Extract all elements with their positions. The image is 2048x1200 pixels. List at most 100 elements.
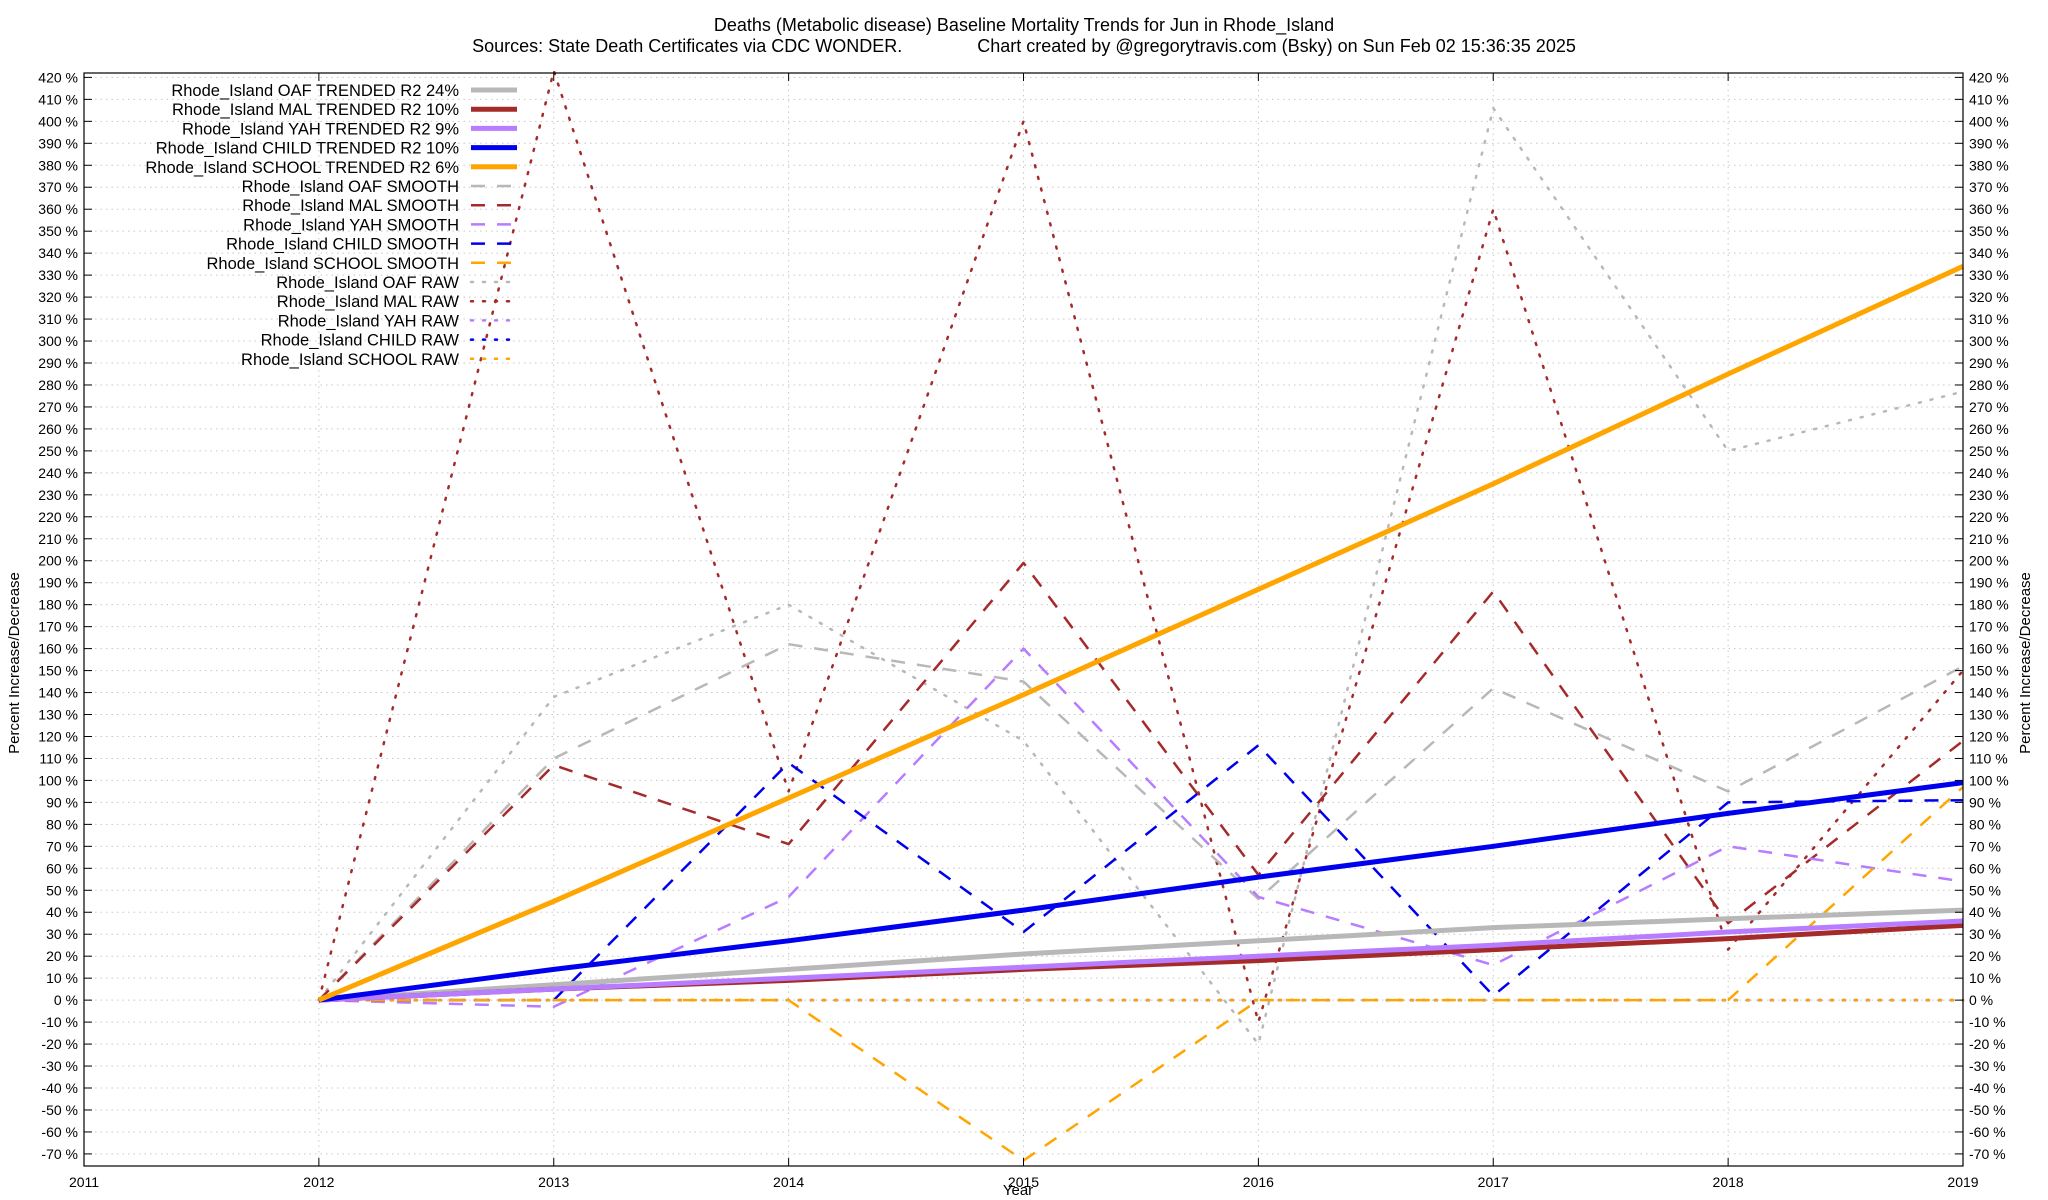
legend-label: Rhode_Island SCHOOL RAW: [241, 351, 459, 369]
y2-tick-label: 20 %: [1969, 948, 2001, 964]
legend-label: Rhode_Island MAL TRENDED R2 10%: [172, 101, 459, 119]
y2-tick-label: 140 %: [1969, 685, 2009, 701]
y2-tick-label: 100 %: [1969, 772, 2009, 788]
y2-tick-label: 150 %: [1969, 663, 2009, 679]
y-tick-label: 140 %: [38, 685, 78, 701]
x-tick-label: 2013: [538, 1174, 569, 1190]
y2-tick-label: 220 %: [1969, 509, 2009, 525]
y-tick-label: 70 %: [46, 838, 78, 854]
y-tick-label: 330 %: [38, 267, 78, 283]
y2-tick-label: 320 %: [1969, 289, 2009, 305]
y-tick-label: 130 %: [38, 707, 78, 723]
y-tick-label: 300 %: [38, 333, 78, 349]
y2-tick-label: 50 %: [1969, 882, 2001, 898]
y2-tick-label: 190 %: [1969, 575, 2009, 591]
y-tick-label: -70 %: [41, 1146, 78, 1162]
chart-title: Deaths (Metabolic disease) Baseline Mort…: [714, 15, 1334, 36]
y2-tick-label: 270 %: [1969, 399, 2009, 415]
y2-tick-label: 370 %: [1969, 179, 2009, 195]
series-line-mal-raw: [317, 69, 1965, 1024]
y2-tick-label: 310 %: [1969, 311, 2009, 327]
y2-axis-label: Percent Increase/Decrease: [2017, 572, 2034, 754]
y2-tick-label: 280 %: [1969, 377, 2009, 393]
y-tick-label: 150 %: [38, 663, 78, 679]
y2-tick-label: 120 %: [1969, 728, 2009, 744]
y2-tick-label: -20 %: [1969, 1036, 2006, 1052]
y-tick-label: 20 %: [46, 948, 78, 964]
y2-tick-label: 130 %: [1969, 707, 2009, 723]
y-tick-label: 410 %: [38, 91, 78, 107]
y-tick-label: 100 %: [38, 772, 78, 788]
y2-tick-label: 380 %: [1969, 157, 2009, 173]
y-tick-label: 350 %: [38, 223, 78, 239]
y-tick-label: 30 %: [46, 926, 78, 942]
series-line-school-trended: [317, 264, 1965, 1003]
x-tick-label: 2018: [1713, 1174, 1744, 1190]
legend-label: Rhode_Island YAH RAW: [278, 312, 460, 330]
series-line-child-trended: [318, 780, 1964, 1003]
series-line-yah-trended: [318, 918, 1964, 1003]
y2-tick-label: 170 %: [1969, 619, 2009, 635]
y-tick-label: 170 %: [38, 619, 78, 635]
y2-tick-label: -70 %: [1969, 1146, 2006, 1162]
y2-tick-label: 290 %: [1969, 355, 2009, 371]
y2-tick-label: 40 %: [1969, 904, 2001, 920]
y2-tick-label: 350 %: [1969, 223, 2009, 239]
y-axis-label: Percent Increase/Decrease: [6, 572, 23, 754]
y-tick-label: 260 %: [38, 421, 78, 437]
y-tick-label: 0 %: [54, 992, 78, 1008]
series-line-yah-smooth: [318, 647, 1964, 1008]
y2-tick-label: 210 %: [1969, 531, 2009, 547]
y2-tick-label: 180 %: [1969, 597, 2009, 613]
y2-tick-label: 70 %: [1969, 838, 2001, 854]
legend-label: Rhode_Island CHILD RAW: [261, 332, 460, 350]
legend-label: Rhode_Island OAF RAW: [276, 274, 459, 292]
legend-label: Rhode_Island MAL RAW: [277, 293, 460, 311]
y-tick-label: 190 %: [38, 575, 78, 591]
y-tick-label: 60 %: [46, 860, 78, 876]
x-tick-label: 2014: [773, 1174, 804, 1190]
y2-tick-label: -50 %: [1969, 1102, 2006, 1118]
x-tick-label: 2017: [1478, 1174, 1509, 1190]
y-tick-label: 160 %: [38, 641, 78, 657]
y-tick-label: 370 %: [38, 179, 78, 195]
y-tick-label: 380 %: [38, 157, 78, 173]
y-tick-label: 280 %: [38, 377, 78, 393]
y2-tick-label: 360 %: [1969, 201, 2009, 217]
y2-tick-label: 400 %: [1969, 113, 2009, 129]
legend: Rhode_Island OAF TRENDED R2 24%Rhode_Isl…: [145, 82, 519, 369]
y-tick-label: 110 %: [39, 750, 78, 766]
y-tick-label: 210 %: [38, 531, 78, 547]
x-tick-label: 2011: [69, 1174, 99, 1190]
y2-tick-label: 90 %: [1969, 794, 2001, 810]
series-line-oaf-raw: [317, 106, 1965, 1046]
y-tick-label: 200 %: [38, 553, 78, 569]
y-tick-label: 270 %: [38, 399, 78, 415]
axis-ticks: 420 % 420 % 410 % 410 % 400 % 400 % 390 % 390 %…: [38, 69, 2008, 1190]
y2-tick-label: 410 %: [1969, 91, 2009, 107]
legend-label: Rhode_Island CHILD TRENDED R2 10%: [156, 140, 460, 158]
y2-tick-label: 300 %: [1969, 333, 2009, 349]
y-tick-label: 400 %: [38, 113, 78, 129]
legend-label: Rhode_Island YAH TRENDED R2 9%: [182, 120, 459, 138]
legend-label: Rhode_Island YAH SMOOTH: [243, 216, 459, 234]
y2-tick-label: 10 %: [1969, 970, 2001, 986]
y2-tick-label: 30 %: [1969, 926, 2001, 942]
y-tick-label: 10 %: [46, 970, 78, 986]
x-tick-label: 2019: [1947, 1174, 1978, 1190]
y2-tick-label: 240 %: [1969, 465, 2009, 481]
y2-tick-label: 340 %: [1969, 245, 2009, 261]
legend-label: Rhode_Island CHILD SMOOTH: [226, 236, 459, 254]
y2-tick-label: 200 %: [1969, 553, 2009, 569]
y2-tick-label: 160 %: [1969, 641, 2009, 657]
y-tick-label: 240 %: [38, 465, 78, 481]
y-tick-label: -10 %: [41, 1014, 78, 1030]
y-tick-label: 220 %: [38, 509, 78, 525]
y-tick-label: 290 %: [38, 355, 78, 371]
y-tick-label: 250 %: [38, 443, 78, 459]
x-tick-label: 2015: [1008, 1174, 1039, 1190]
y2-tick-label: 110 %: [1969, 750, 2008, 766]
y2-tick-label: 330 %: [1969, 267, 2009, 283]
y2-tick-label: 390 %: [1969, 135, 2009, 151]
